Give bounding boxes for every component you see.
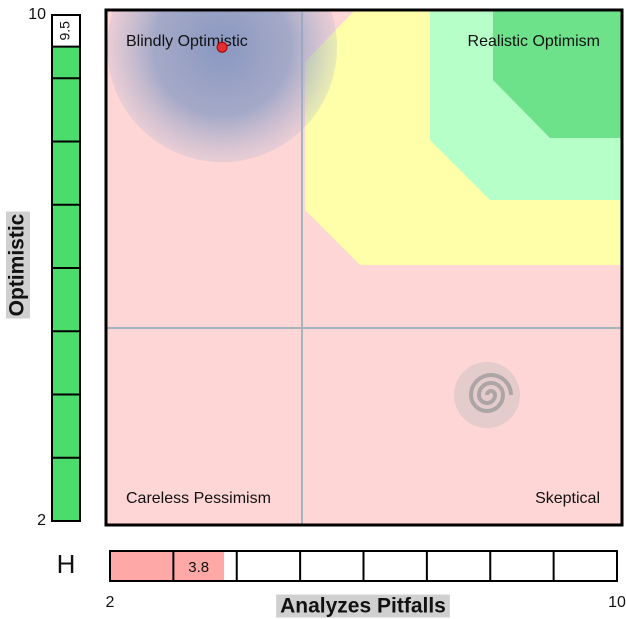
- plot: Blindly Optimistic Realistic Optimism Ca…: [106, 0, 622, 525]
- ui-screen: Blindly Optimistic Realistic Optimism Ca…: [0, 0, 626, 619]
- position-point: [217, 42, 227, 52]
- spiral-icon: [454, 362, 520, 428]
- tick-label: 10: [28, 6, 46, 23]
- tick-label: 2: [37, 512, 46, 529]
- gauge-fill: [52, 47, 80, 521]
- quadrant-label: Careless Pessimism: [126, 490, 271, 507]
- quadrant-label: Blindly Optimistic: [126, 33, 248, 50]
- tick-label: 10: [608, 594, 626, 611]
- quadrant-label: Skeptical: [535, 490, 600, 507]
- quadrant-label: Realistic Optimism: [468, 33, 600, 50]
- gauge-value: 3.8: [188, 559, 209, 576]
- axis-title: Optimistic: [6, 213, 29, 316]
- axis-title: Analyzes Pitfalls: [280, 595, 446, 618]
- tick-label: 2: [106, 594, 115, 611]
- gauge-value: 9.5: [57, 21, 73, 41]
- h-label: H: [57, 549, 76, 579]
